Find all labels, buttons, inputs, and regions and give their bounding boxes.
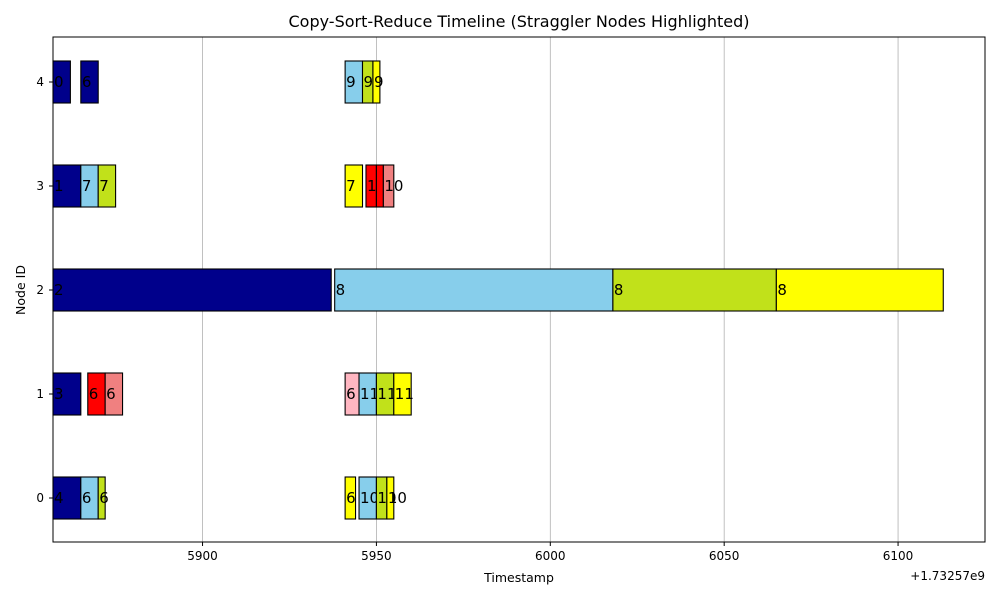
timeline-bar: [80, 60, 99, 104]
bar-label: 7: [82, 177, 92, 195]
x-tick-label: 6050: [709, 549, 740, 563]
bar-label: 6: [99, 489, 109, 507]
x-tick-label: 5900: [187, 549, 218, 563]
bar-label: 10: [384, 177, 403, 195]
timeline-bar: [52, 268, 332, 312]
bar-label: 6: [346, 489, 356, 507]
timeline-bar: [372, 60, 381, 104]
timeline-bar: [612, 268, 777, 312]
timeline-bar: [97, 476, 106, 520]
timeline-bar: [382, 164, 395, 208]
x-axis-label: Timestamp: [483, 570, 554, 585]
y-tick-label: 4: [36, 75, 44, 89]
x-axis-offset: +1.73257e9: [910, 569, 985, 583]
bar-label: 10: [388, 489, 407, 507]
bar-label: 6: [89, 385, 99, 403]
timeline-bar: [334, 268, 614, 312]
timeline-bar: [104, 372, 124, 416]
bar-layer: 0699917771010288836661111114666101010: [52, 60, 944, 520]
timeline-bar: [97, 164, 117, 208]
bar-label: 8: [777, 281, 787, 299]
timeline-bar: [52, 164, 82, 208]
timeline-bar: [375, 164, 384, 208]
bar-label: 9: [364, 73, 374, 91]
bar-label: 7: [99, 177, 109, 195]
bar-label: 9: [374, 73, 384, 91]
timeline-bar: [344, 476, 357, 520]
timeline-bar: [775, 268, 944, 312]
bar-label: 7: [346, 177, 356, 195]
bar-label: 6: [346, 385, 356, 403]
y-axis-label: Node ID: [13, 265, 28, 315]
y-tick-label: 0: [36, 491, 44, 505]
bar-label: 11: [360, 385, 379, 403]
y-tick-label-straggler: 2: [36, 283, 44, 297]
bar-label: 11: [377, 385, 396, 403]
bar-label: 2: [54, 281, 64, 299]
timeline-bar: [386, 476, 395, 520]
bar-label: 11: [395, 385, 414, 403]
bar-label: 6: [106, 385, 116, 403]
bar-label: 8: [336, 281, 346, 299]
bar-label: 8: [614, 281, 624, 299]
x-tick-label: 6100: [883, 549, 914, 563]
x-tick-label: 5950: [361, 549, 392, 563]
bar-label: 6: [82, 73, 92, 91]
bar-label: 9: [346, 73, 356, 91]
bar-label: 4: [54, 489, 64, 507]
timeline-bar: [344, 164, 364, 208]
bar-label: 1: [54, 177, 64, 195]
y-tick-label: 3: [36, 179, 44, 193]
x-tick-label: 6000: [535, 549, 566, 563]
bar-label: 3: [54, 385, 64, 403]
bar-label: 10: [360, 489, 379, 507]
bar-label: 6: [82, 489, 92, 507]
chart-title: Copy-Sort-Reduce Timeline (Straggler Nod…: [288, 12, 749, 31]
timeline-bar: [393, 372, 412, 416]
bar-label: 0: [54, 73, 64, 91]
y-tick-label: 1: [36, 387, 44, 401]
